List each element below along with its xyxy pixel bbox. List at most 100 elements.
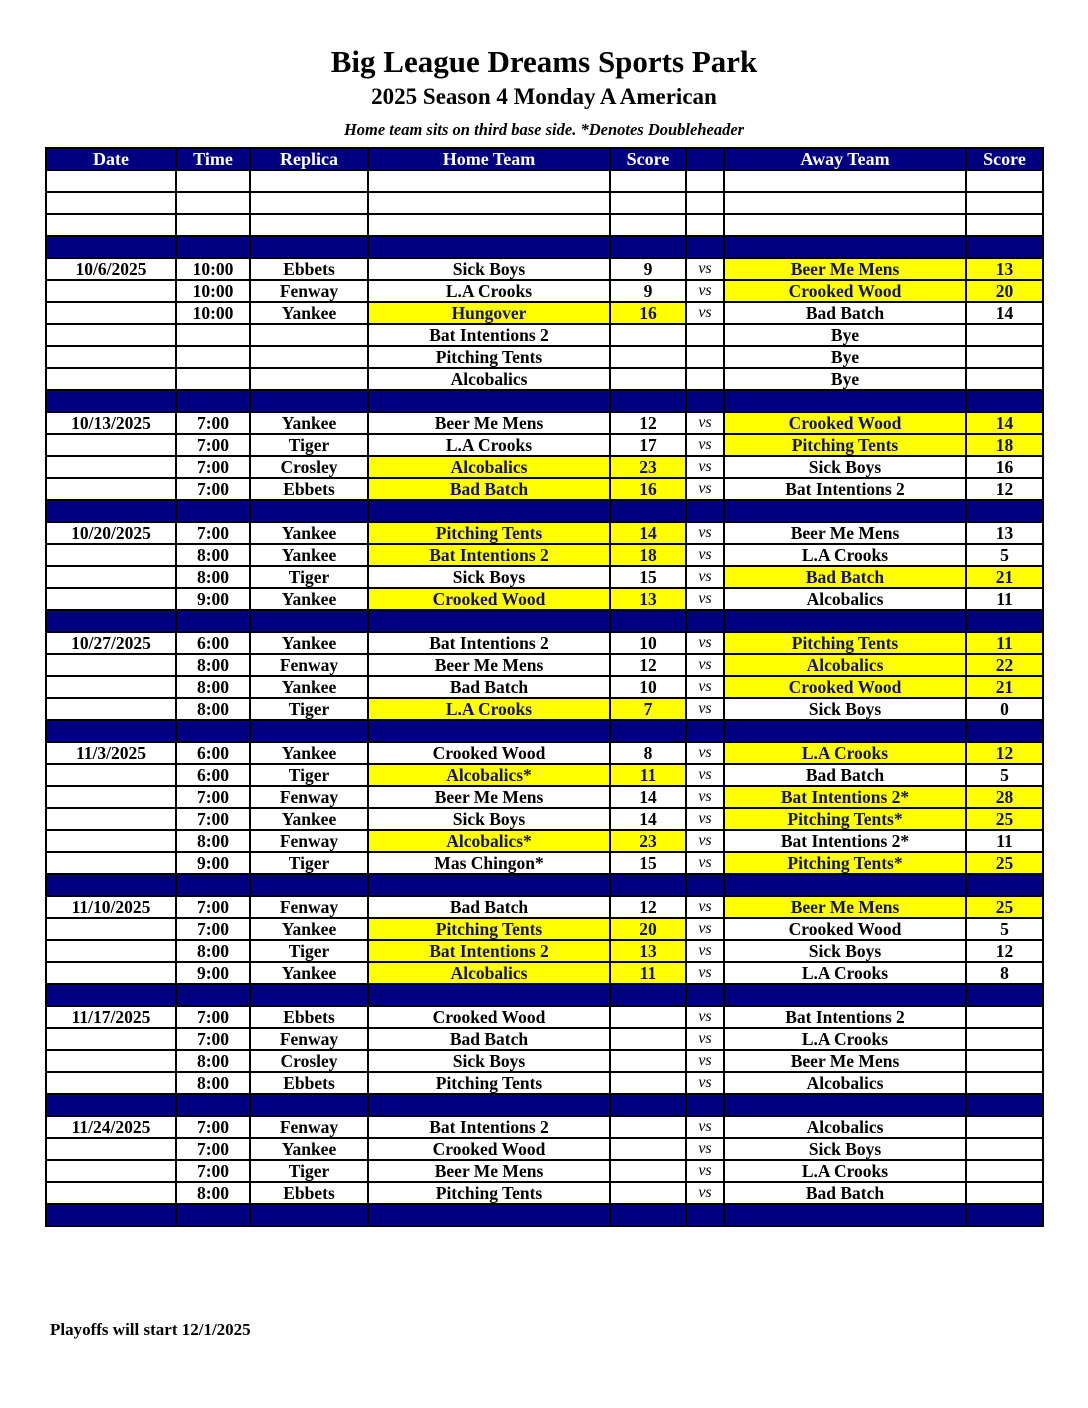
game-field: Fenway	[249, 785, 369, 809]
home-score: 15	[609, 565, 687, 589]
empty-cell	[45, 191, 177, 215]
empty-cell	[45, 213, 177, 237]
away-team: Pitching Tents*	[723, 851, 967, 875]
away-team: Bad Batch	[723, 1181, 967, 1205]
home-team: Crooked Wood	[367, 587, 611, 611]
empty-cell	[965, 1203, 1044, 1227]
game-date	[45, 301, 177, 325]
away-team: Alcobalics	[723, 1071, 967, 1095]
vs-label: vs	[685, 1181, 725, 1205]
week-separator	[45, 873, 1044, 897]
empty-cell	[367, 719, 611, 743]
vs-label: vs	[685, 301, 725, 325]
week-separator	[45, 1093, 1044, 1117]
empty-cell	[685, 609, 725, 633]
game-row: 10/6/2025 10:00 Ebbets Sick Boys 9 vs Beer Me …	[45, 257, 1044, 281]
empty-cell	[175, 191, 251, 215]
home-team: L.A Crooks	[367, 697, 611, 721]
empty-cell	[965, 1093, 1044, 1117]
away-score	[965, 1027, 1044, 1051]
away-team: Bat Intentions 2	[723, 477, 967, 501]
away-score: 13	[965, 257, 1044, 281]
vs-label: vs	[685, 1159, 725, 1183]
game-row: 8:00 Tiger L.A Crooks 7 vs Sick Boys 0	[45, 697, 1044, 721]
away-team: Pitching Tents	[723, 631, 967, 655]
game-field	[249, 367, 369, 391]
away-score	[965, 345, 1044, 369]
header-row: Date Time Replica Home Team Score Away T…	[45, 147, 1044, 171]
game-field: Ebbets	[249, 257, 369, 281]
game-field: Yankee	[249, 741, 369, 765]
game-row: 8:00 Yankee Bad Batch 10 vs Crooked Wood 21	[45, 675, 1044, 699]
week-separator	[45, 1203, 1044, 1227]
empty-cell	[609, 389, 687, 413]
empty-cell	[45, 169, 177, 193]
game-time: 9:00	[175, 961, 251, 985]
home-score: 12	[609, 895, 687, 919]
game-time: 7:00	[175, 1159, 251, 1183]
empty-cell	[965, 499, 1044, 523]
game-row: 7:00 Crosley Alcobalics 23 vs Sick Boys 16	[45, 455, 1044, 479]
home-score: 8	[609, 741, 687, 765]
home-team: Bad Batch	[367, 477, 611, 501]
away-team: Bat Intentions 2*	[723, 829, 967, 853]
game-field: Yankee	[249, 1137, 369, 1161]
empty-cell	[965, 235, 1044, 259]
game-field: Ebbets	[249, 477, 369, 501]
game-row: Bat Intentions 2 Bye	[45, 323, 1044, 347]
away-team: Alcobalics	[723, 1115, 967, 1139]
game-time: 7:00	[175, 433, 251, 457]
empty-cell	[723, 191, 967, 215]
empty-cell	[45, 609, 177, 633]
home-team: Bat Intentions 2	[367, 1115, 611, 1139]
home-team: L.A Crooks	[367, 279, 611, 303]
game-date	[45, 565, 177, 589]
vs-label: vs	[685, 1027, 725, 1051]
home-team: Bat Intentions 2	[367, 323, 611, 347]
game-time	[175, 345, 251, 369]
game-time: 7:00	[175, 1027, 251, 1051]
away-score: 28	[965, 785, 1044, 809]
game-row: 8:00 Tiger Sick Boys 15 vs Bad Batch 21	[45, 565, 1044, 589]
game-field: Fenway	[249, 1115, 369, 1139]
empty-cell	[249, 873, 369, 897]
empty-cell	[609, 235, 687, 259]
game-row: 9:00 Tiger Mas Chingon* 15 vs Pitching Tents*…	[45, 851, 1044, 875]
away-score: 8	[965, 961, 1044, 985]
empty-cell	[249, 191, 369, 215]
away-team: L.A Crooks	[723, 741, 967, 765]
empty-cell	[609, 873, 687, 897]
empty-cell	[175, 873, 251, 897]
home-score	[609, 1137, 687, 1161]
home-team: Sick Boys	[367, 1049, 611, 1073]
game-date	[45, 433, 177, 457]
game-row: 10:00 Fenway L.A Crooks 9 vs Crooked Wood 20	[45, 279, 1044, 303]
empty-cell	[685, 213, 725, 237]
empty-cell	[367, 1093, 611, 1117]
game-date	[45, 367, 177, 391]
empty-cell	[685, 235, 725, 259]
vs-label: vs	[685, 587, 725, 611]
vs-label: vs	[685, 433, 725, 457]
empty-cell	[723, 1203, 967, 1227]
game-time: 7:00	[175, 785, 251, 809]
vs-label: vs	[685, 477, 725, 501]
away-team: Bad Batch	[723, 763, 967, 787]
home-score: 17	[609, 433, 687, 457]
vs-label: vs	[685, 1137, 725, 1161]
game-row: Alcobalics Bye	[45, 367, 1044, 391]
empty-cell	[175, 1093, 251, 1117]
game-date: 10/6/2025	[45, 257, 177, 281]
game-field: Fenway	[249, 1027, 369, 1051]
empty-cell	[723, 169, 967, 193]
game-field: Crosley	[249, 455, 369, 479]
game-row: 9:00 Yankee Crooked Wood 13 vs Alcobalics 11	[45, 587, 1044, 611]
game-field: Yankee	[249, 301, 369, 325]
game-date: 10/27/2025	[45, 631, 177, 655]
vs-label: vs	[685, 807, 725, 831]
vs-label: vs	[685, 411, 725, 435]
home-score: 9	[609, 257, 687, 281]
home-team: Alcobalics	[367, 455, 611, 479]
vs-label: vs	[685, 1005, 725, 1029]
game-row: 11/3/2025 6:00 Yankee Crooked Wood 8 vs L.A Cr…	[45, 741, 1044, 765]
